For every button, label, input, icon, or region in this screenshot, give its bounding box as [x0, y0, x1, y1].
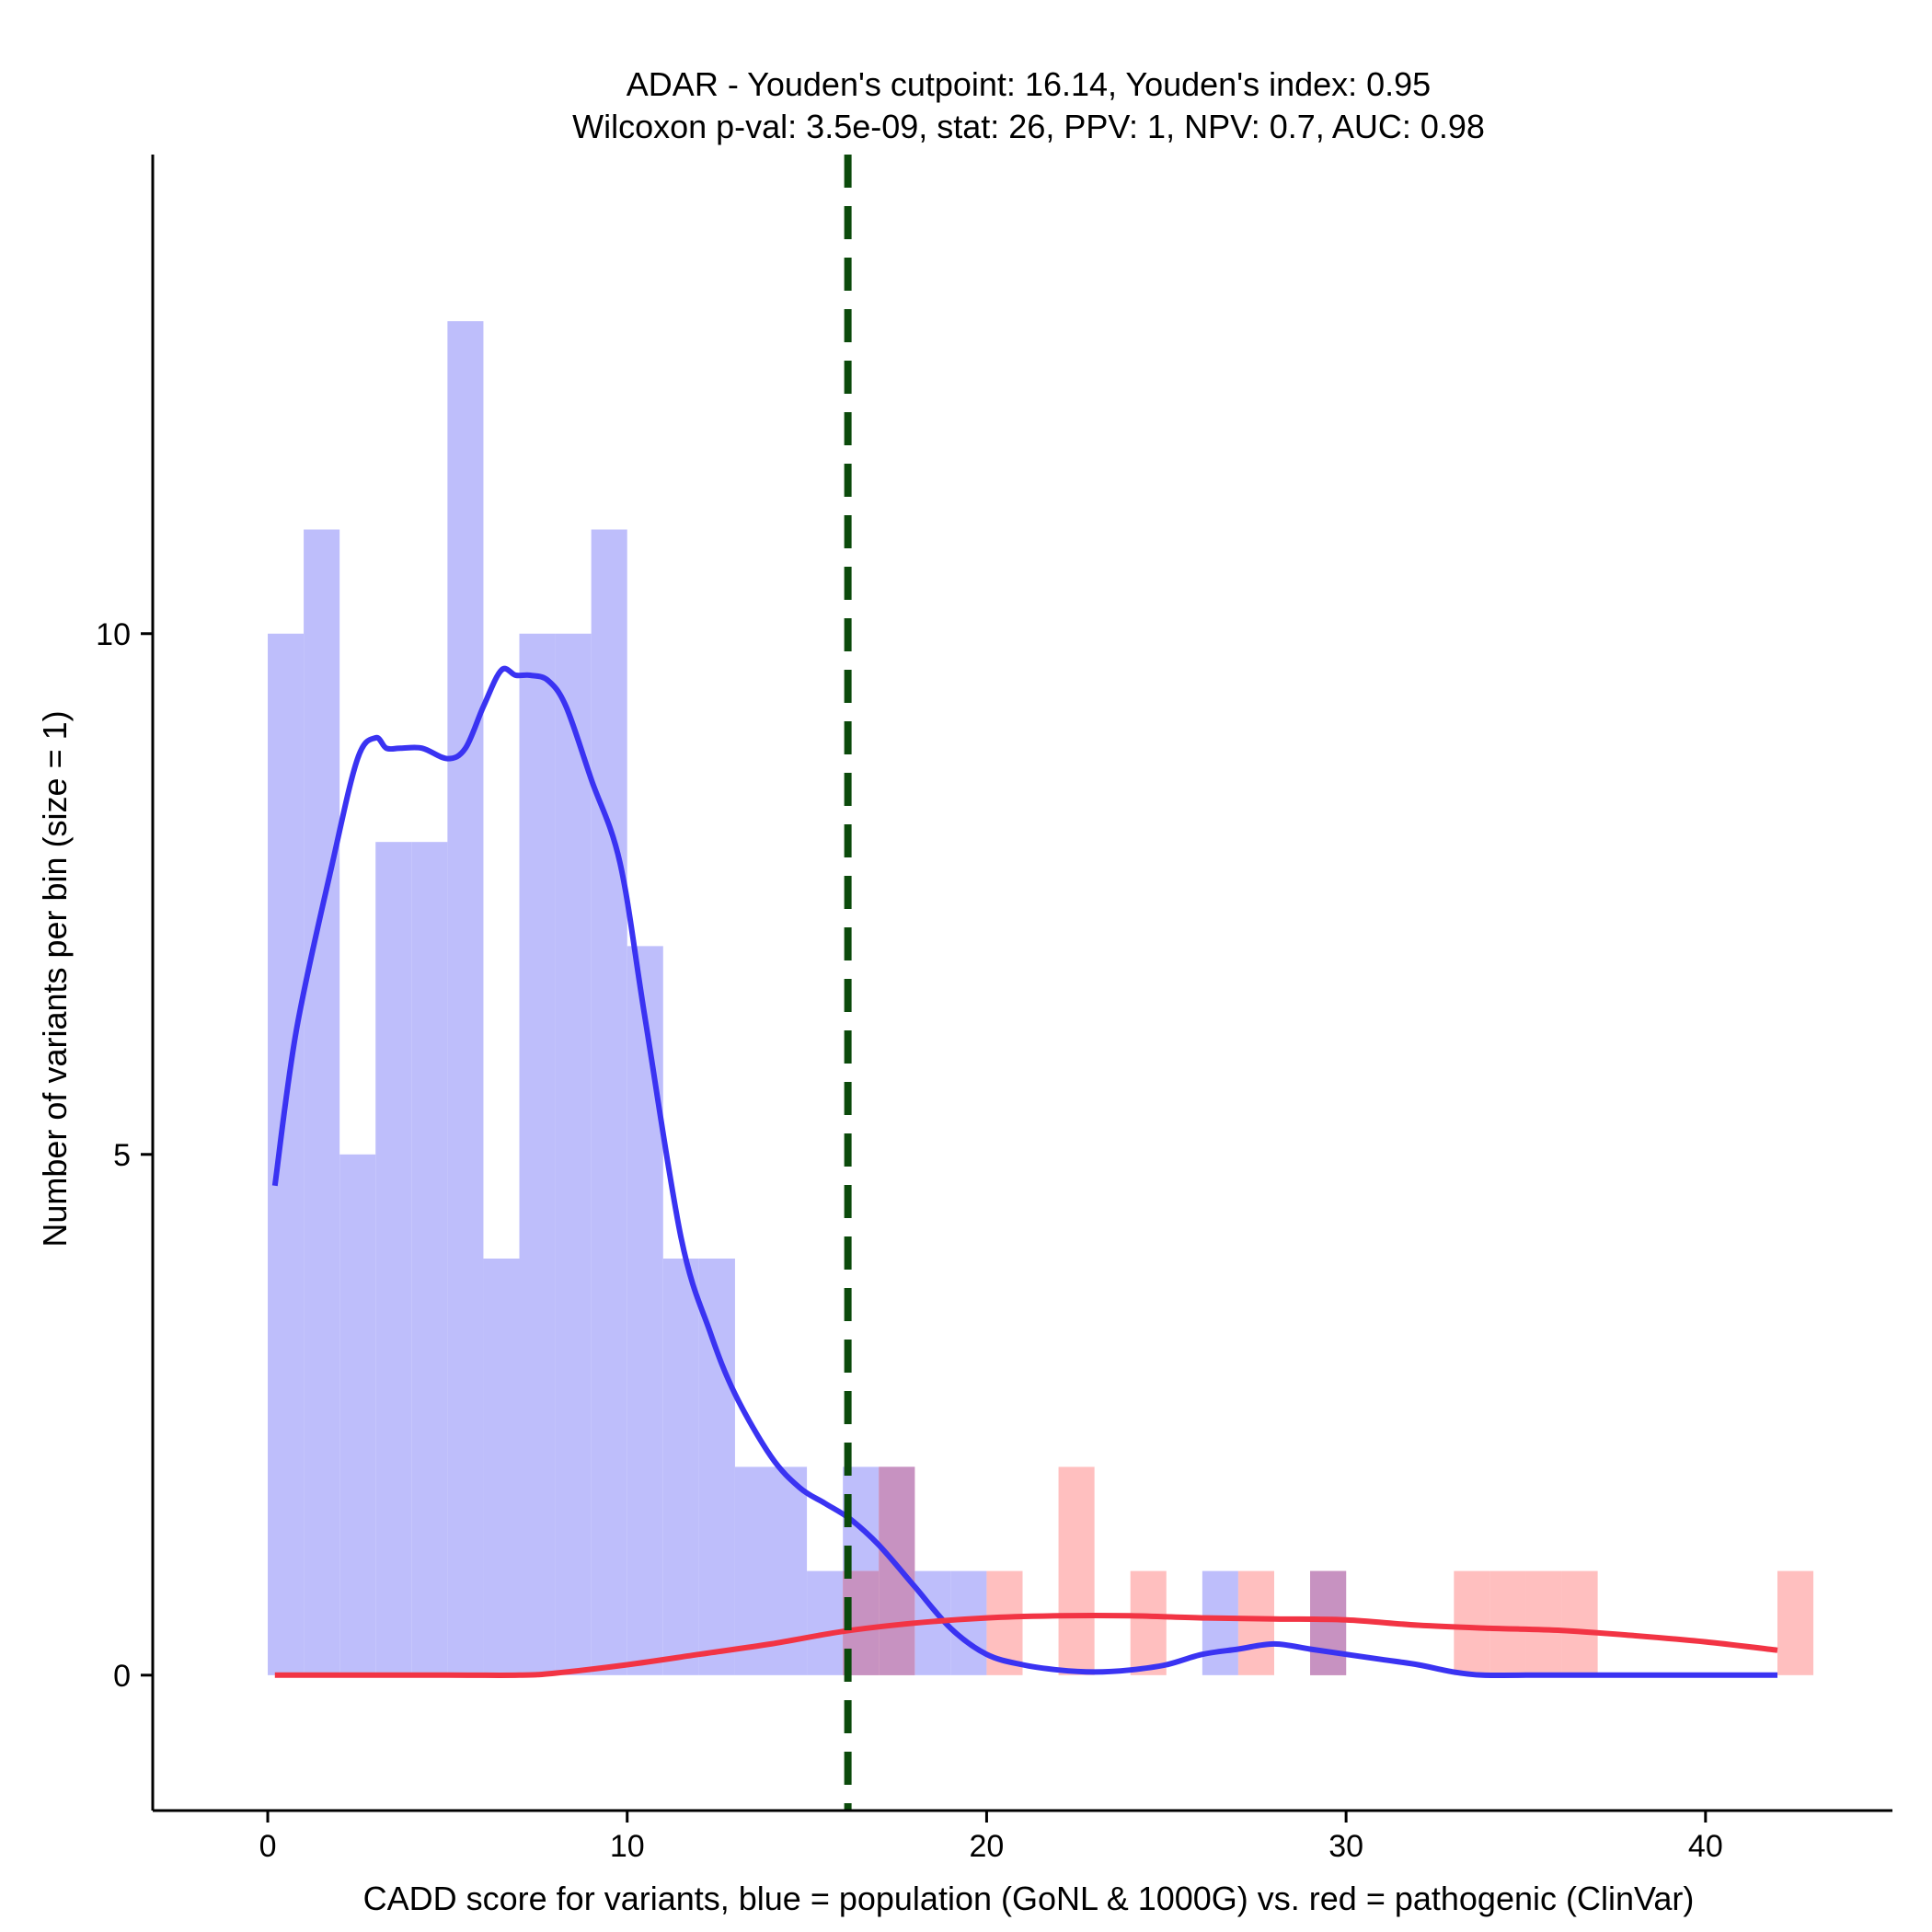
population-bar	[555, 633, 592, 1675]
pathogenic-bar	[1237, 1570, 1274, 1675]
x-axis-label: CADD score for variants, blue = populati…	[363, 1880, 1695, 1917]
x-tick-label: 20	[970, 1829, 1005, 1864]
pathogenic-density-line	[274, 1613, 1778, 1678]
population-bar	[698, 1259, 735, 1675]
pathogenic-bar	[1489, 1570, 1526, 1675]
pathogenic-bar	[1130, 1570, 1167, 1675]
pathogenic-bar	[1058, 1466, 1095, 1675]
chart-title-line-2: Wilcoxon p-val: 3.5e-09, stat: 26, PPV: …	[572, 108, 1485, 145]
population-bar	[304, 529, 340, 1675]
population-bar	[339, 1154, 376, 1675]
y-tick-label: 0	[113, 1659, 131, 1694]
y-tick-label: 10	[96, 617, 131, 652]
pathogenic-bar	[1561, 1570, 1598, 1675]
population-bar	[375, 842, 412, 1675]
population-bar	[483, 1259, 520, 1675]
population-bar	[447, 321, 484, 1675]
population-bar	[950, 1570, 987, 1675]
chart-text: ADAR - Youden's cutpoint: 16.14, Youden'…	[36, 65, 1694, 1917]
chart-title-line-1: ADAR - Youden's cutpoint: 16.14, Youden'…	[627, 65, 1431, 103]
overlap-bar	[879, 1466, 915, 1675]
x-tick-label: 0	[259, 1829, 277, 1864]
pathogenic-bar	[1777, 1570, 1814, 1675]
axes: 0 10 20 30 40 0 5 10	[96, 155, 1892, 1864]
population-bar	[1202, 1570, 1238, 1675]
population-density-line	[271, 665, 1777, 1679]
y-axis-label: Number of variants per bin (size = 1)	[36, 710, 74, 1247]
population-bar	[268, 633, 305, 1675]
overlap-bar	[1310, 1570, 1347, 1675]
histogram-bars	[268, 321, 1814, 1675]
population-bar	[734, 1466, 772, 1675]
pathogenic-bar	[1454, 1570, 1490, 1675]
density-lines	[271, 665, 1778, 1679]
x-tick-label: 30	[1328, 1829, 1363, 1864]
x-tick-label: 40	[1688, 1829, 1723, 1864]
population-bar	[807, 1570, 844, 1675]
y-tick-label: 5	[113, 1138, 131, 1173]
population-bar	[662, 1259, 699, 1675]
x-tick-label: 10	[610, 1829, 645, 1864]
population-bar	[627, 946, 663, 1675]
population-bar	[411, 842, 448, 1675]
pathogenic-bar	[1525, 1570, 1562, 1675]
population-bar	[591, 529, 627, 1675]
population-bar	[519, 633, 556, 1675]
